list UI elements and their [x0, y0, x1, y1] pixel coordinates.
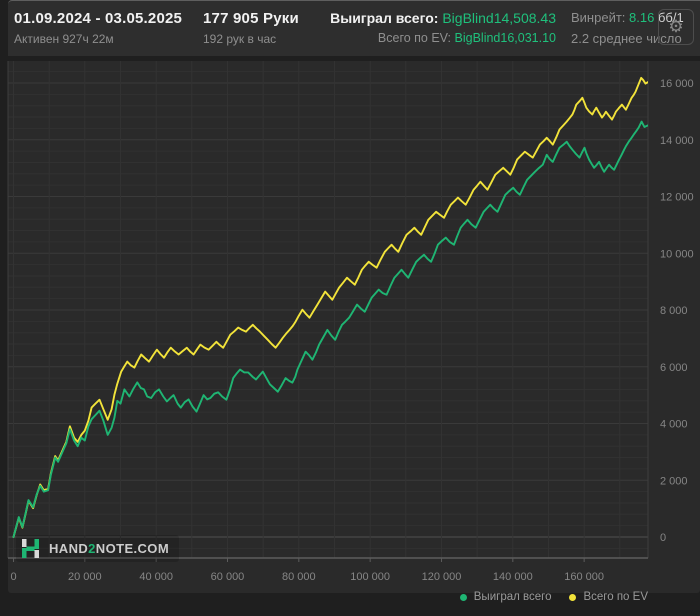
axis-tick-label: 80 000	[282, 571, 316, 583]
axis-tick-label: 12 000	[660, 192, 694, 204]
axis-tick-label: 10 000	[660, 248, 694, 260]
settings-gear-icon[interactable]: ⚙	[658, 9, 694, 45]
axis-tick-label: 100 000	[350, 571, 390, 583]
series-line-ev	[12, 76, 648, 538]
avg-tables: 2.2 среднее число	[571, 31, 682, 46]
chart-legend: Выиграл всего Всего по EV	[459, 591, 648, 603]
winrate-value: 8.16	[629, 10, 655, 25]
won-series-dot-icon	[459, 593, 467, 601]
ev-total-value: BigBlind16,031.10	[454, 31, 556, 45]
axis-tick-label: 8 000	[660, 305, 688, 317]
series-line-won	[12, 120, 648, 538]
axis-tick-label: 20 000	[68, 571, 102, 583]
date-range: 01.09.2024 - 03.05.2025	[14, 10, 183, 27]
hand2note-logo-text: HAND2NOTE.COM	[49, 541, 170, 556]
axis-tick-label: 60 000	[211, 571, 245, 583]
axis-tick-label: 160 000	[564, 571, 604, 583]
legend-ev-label: Всего по EV	[583, 591, 648, 603]
hands-total: 177 905 Руки	[203, 10, 299, 27]
legend-won-label: Выиграл всего	[473, 591, 552, 603]
ev-total-label: Всего по EV:	[377, 31, 455, 45]
hands-block: 177 905 Руки 192 рук в час	[203, 10, 299, 46]
axis-tick-label: 120 000	[422, 571, 462, 583]
winrate-block: Винрейт: 8.16 бб/1 2.2 среднее число	[571, 10, 684, 46]
winrate-label: Винрейт:	[571, 10, 630, 25]
session-dates-block: 01.09.2024 - 03.05.2025 Активен 927ч 22м	[14, 10, 182, 46]
won-total-label: Выиграл всего:	[330, 10, 443, 26]
axis-tick-label: 0	[10, 571, 16, 583]
hand2note-logo: HAND2NOTE.COM	[16, 535, 180, 562]
hands-per-hour: 192 рук в час	[203, 32, 277, 46]
axis-tick-label: 6 000	[660, 362, 688, 374]
won-total-value: BigBlind14,508.43	[442, 10, 556, 26]
winrate-unit: бб/1	[654, 10, 684, 25]
legend-item-won[interactable]: Выиграл всего	[459, 591, 552, 603]
axis-tick-label: 4 000	[660, 419, 688, 431]
hand2note-logo-icon	[22, 539, 39, 558]
legend-item-ev[interactable]: Всего по EV	[569, 591, 648, 603]
axis-tick-label: 16 000	[660, 78, 694, 90]
axis-tick-label: 0	[660, 532, 666, 544]
winnings-block: Выиграл всего: BigBlind14,508.43 Всего п…	[330, 10, 556, 45]
ev-series-dot-icon	[569, 593, 577, 601]
axis-tick-label: 40 000	[139, 571, 173, 583]
axis-tick-label: 2 000	[660, 475, 688, 487]
active-time: Активен 927ч 22м	[14, 32, 114, 46]
axis-tick-label: 140 000	[493, 571, 533, 583]
stats-header: 01.09.2024 - 03.05.2025 Активен 927ч 22м…	[8, 0, 700, 56]
axis-tick-label: 14 000	[660, 135, 694, 147]
